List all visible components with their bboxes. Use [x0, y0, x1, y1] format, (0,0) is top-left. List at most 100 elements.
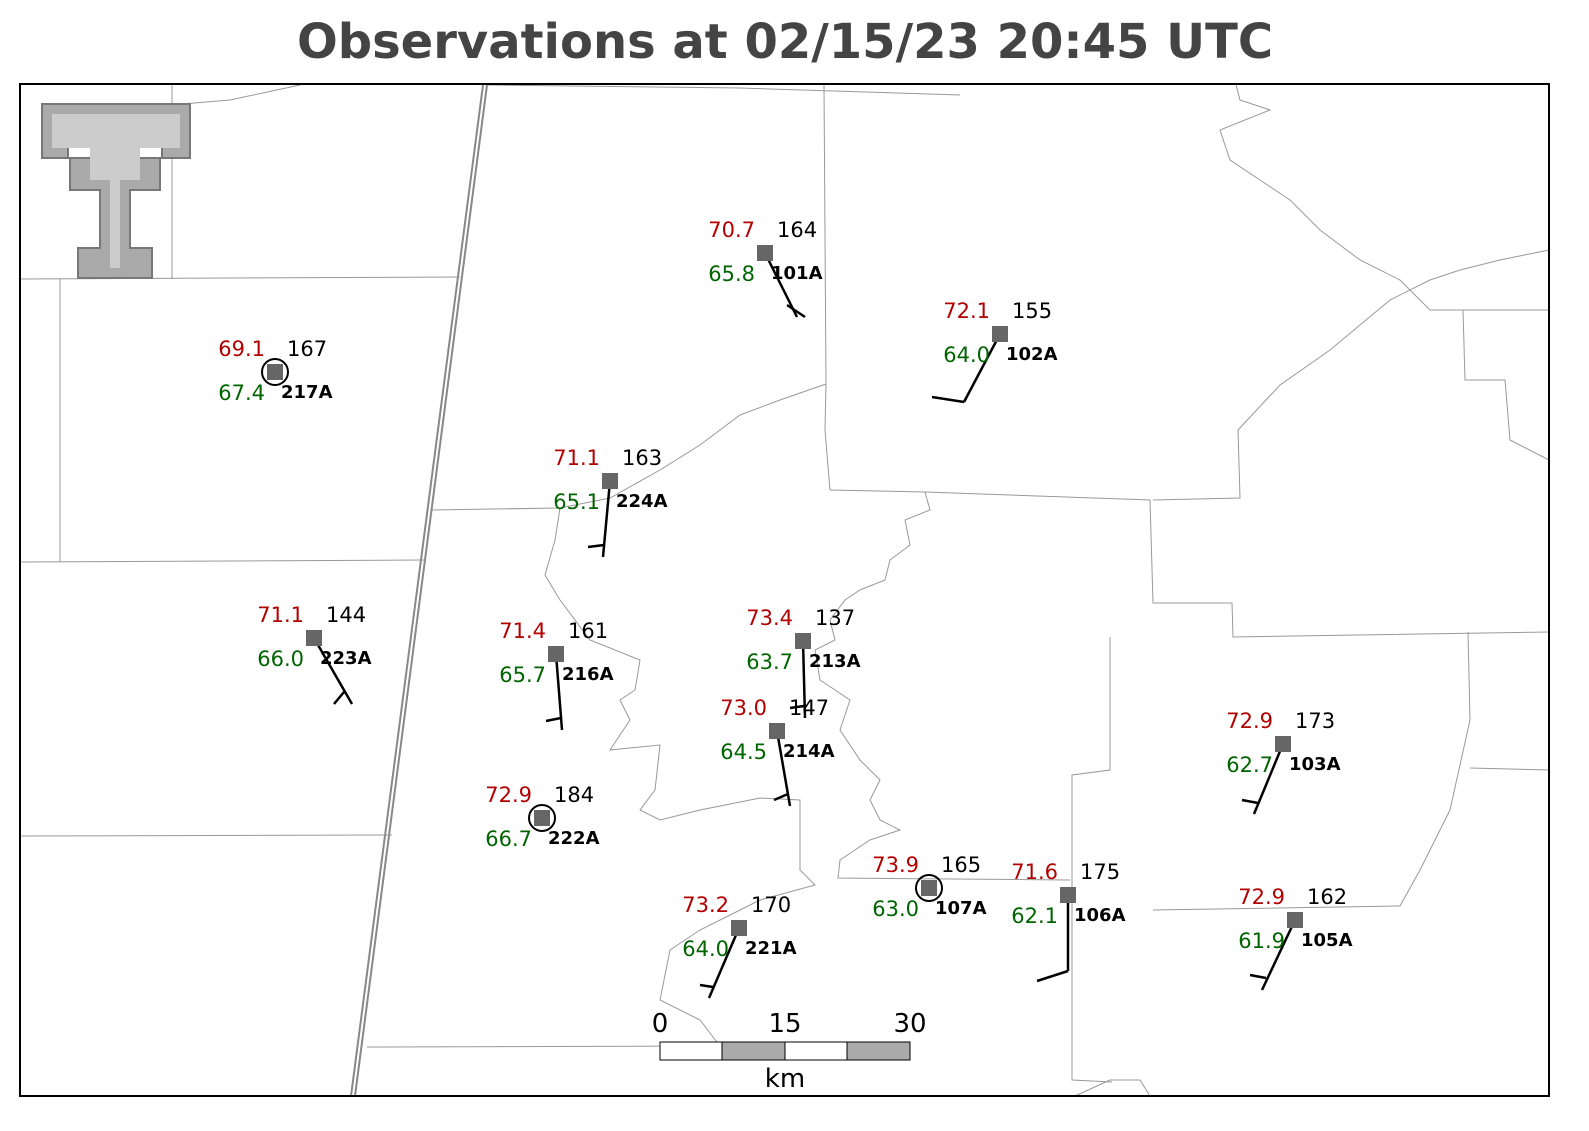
wind-barb-tick — [931, 395, 965, 404]
station: 72.9 61.9 162 105A — [1238, 885, 1353, 991]
station-id: 107A — [935, 898, 987, 919]
station: 73.9 63.0 165 107A — [872, 853, 986, 921]
station-marker — [1287, 912, 1303, 928]
station-marker — [769, 723, 785, 739]
station: 73.4 63.7 137 213A — [746, 606, 861, 719]
pressure: 137 — [815, 606, 855, 630]
dewpoint: 63.7 — [746, 650, 793, 674]
scale-unit: km — [765, 1064, 805, 1094]
temperature: 73.4 — [746, 606, 793, 630]
map-frame — [19, 83, 1550, 1097]
station-marker — [992, 326, 1008, 342]
station-marker — [548, 646, 564, 662]
station-id: 223A — [320, 648, 372, 669]
station-marker — [1060, 887, 1076, 903]
wind-barb-tick — [545, 716, 562, 723]
calm-circle — [528, 804, 556, 832]
pressure: 147 — [789, 696, 829, 720]
station-id: 217A — [281, 382, 333, 403]
station-marker — [795, 633, 811, 649]
station: 72.1 64.0 155 102A — [931, 299, 1058, 404]
wind-barb — [601, 480, 612, 558]
title: Observations at 02/15/23 20:45 UTC — [297, 14, 1273, 70]
temperature: 73.9 — [872, 853, 919, 877]
pressure: 163 — [622, 446, 662, 470]
station-marker — [921, 880, 937, 896]
temperature: 69.1 — [218, 337, 265, 361]
station: 71.1 65.1 163 224A — [553, 446, 668, 558]
station-id: 224A — [616, 491, 668, 512]
station-id: 106A — [1074, 905, 1126, 926]
wind-barb-tick — [786, 303, 806, 319]
wind-barb-tick — [1036, 969, 1069, 983]
temperature: 72.1 — [943, 299, 990, 323]
station-marker — [534, 810, 550, 826]
station-id: 103A — [1289, 754, 1341, 775]
dewpoint: 65.8 — [708, 262, 755, 286]
scale-tick-label: 0 — [652, 1009, 669, 1039]
station-marker — [267, 364, 283, 380]
dewpoint: 64.0 — [682, 937, 729, 961]
dewpoint: 63.0 — [872, 897, 919, 921]
logo — [41, 103, 191, 279]
station-plots: 70.7 65.8 164 101A 72.1 64.0 155 102A 69.1 67.4 16… — [218, 218, 1353, 999]
station: 71.6 62.1 175 106A — [1011, 860, 1126, 983]
dewpoint: 66.7 — [485, 827, 532, 851]
pressure: 144 — [326, 603, 366, 627]
dewpoint: 65.7 — [499, 663, 546, 687]
temperature: 71.1 — [553, 446, 600, 470]
wind-barb-tick — [789, 704, 805, 710]
pressure: 170 — [751, 893, 791, 917]
calm-circle — [261, 358, 289, 386]
scale-bar: 0 15 30 km — [652, 1009, 927, 1094]
station: 70.7 65.8 164 101A — [708, 218, 823, 319]
wind-barb — [1260, 919, 1297, 991]
temperature: 72.9 — [1238, 885, 1285, 909]
pressure: 161 — [568, 619, 608, 643]
station-id: 213A — [809, 651, 861, 672]
pressure: 162 — [1307, 885, 1347, 909]
scale-tick-label: 15 — [768, 1009, 801, 1039]
wind-barb-tick — [699, 983, 714, 989]
pressure: 175 — [1080, 860, 1120, 884]
station-marker — [306, 630, 322, 646]
wind-barb — [763, 252, 799, 318]
wind-barb-tick — [333, 691, 345, 705]
pressure: 155 — [1012, 299, 1052, 323]
station: 71.1 66.0 144 223A — [257, 603, 372, 705]
wind-barb — [962, 333, 1002, 403]
dewpoint: 64.0 — [943, 343, 990, 367]
temperature: 70.7 — [708, 218, 755, 242]
wind-barb — [707, 927, 741, 999]
station: 72.9 62.7 173 103A — [1226, 709, 1341, 815]
wind-barb — [554, 653, 564, 731]
dewpoint: 61.9 — [1238, 929, 1285, 953]
station-id: 105A — [1301, 930, 1353, 951]
station-id: 222A — [548, 828, 600, 849]
station: 69.1 67.4 167 217A — [218, 337, 332, 405]
station-id: 221A — [745, 938, 797, 959]
station-marker — [731, 920, 747, 936]
station: 71.4 65.7 161 216A — [499, 619, 614, 731]
station: 72.9 66.7 184 222A — [485, 783, 599, 851]
station: 73.2 64.0 170 221A — [682, 893, 797, 999]
dewpoint: 67.4 — [218, 381, 265, 405]
temperature: 72.9 — [485, 783, 532, 807]
dewpoint: 62.7 — [1226, 753, 1273, 777]
wind-barb-tick — [587, 543, 605, 549]
wind-barb-tick — [773, 792, 789, 802]
station-marker — [757, 245, 773, 261]
dewpoint: 62.1 — [1011, 904, 1058, 928]
station-marker — [602, 473, 618, 489]
wind-barb — [1252, 743, 1285, 815]
temperature: 71.1 — [257, 603, 304, 627]
dewpoint: 66.0 — [257, 647, 304, 671]
wind-barb — [801, 640, 807, 719]
station-id: 102A — [1006, 344, 1058, 365]
pressure: 167 — [287, 337, 327, 361]
temperature: 73.0 — [720, 696, 767, 720]
scale-tick-label: 30 — [893, 1009, 926, 1039]
temperature: 71.6 — [1011, 860, 1058, 884]
station-id: 214A — [783, 741, 835, 762]
station: 73.0 64.5 147 214A — [720, 696, 835, 807]
